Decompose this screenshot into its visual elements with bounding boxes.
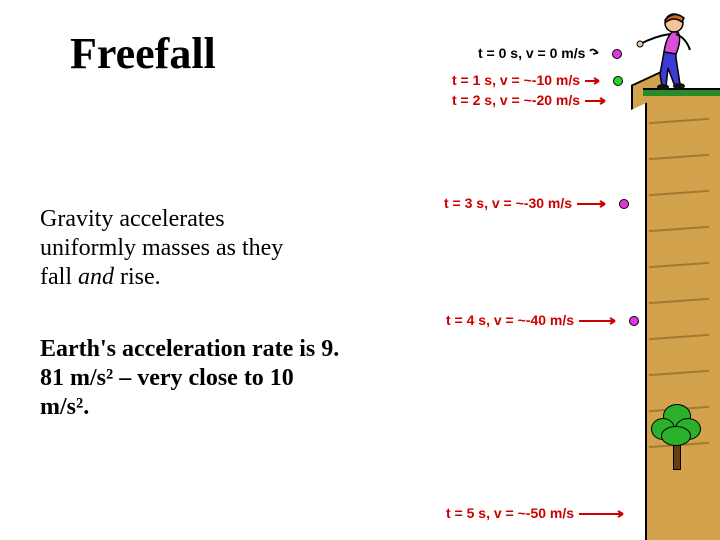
velocity-label-t3: t = 3 s, v = ~-30 m/s: [444, 195, 629, 211]
arrow-icon: [583, 94, 613, 108]
tree-icon: [649, 400, 704, 470]
arrow-icon: [577, 507, 631, 521]
arrow-icon: [588, 47, 606, 61]
velocity-text: t = 5 s, v = ~-50 m/s: [446, 505, 574, 521]
page-title: Freefall: [70, 28, 216, 79]
text: rise.: [114, 264, 161, 290]
text-italic: and: [78, 264, 114, 290]
ball-icon: [613, 76, 623, 86]
velocity-label-t1: t = 1 s, v = ~-10 m/s: [452, 72, 623, 88]
paragraph-acceleration: Earth's acceleration rate is 9. 81 m/s² …: [40, 335, 340, 421]
velocity-label-t5: t = 5 s, v = ~-50 m/s: [446, 505, 631, 521]
velocity-label-t2: t = 2 s, v = ~-20 m/s: [452, 92, 613, 108]
arrow-icon: [575, 197, 613, 211]
velocity-text: t = 3 s, v = ~-30 m/s: [444, 195, 572, 211]
arrow-icon: [583, 74, 607, 88]
velocity-text: t = 1 s, v = ~-10 m/s: [452, 72, 580, 88]
ball-icon: [629, 316, 639, 326]
arrow-icon: [577, 314, 623, 328]
paragraph-gravity: Gravity accelerates uniformly masses as …: [40, 205, 320, 291]
velocity-text: t = 4 s, v = ~-40 m/s: [446, 312, 574, 328]
ball-icon: [619, 199, 629, 209]
velocity-label-t0: t = 0 s, v = 0 m/s: [478, 45, 622, 61]
velocity-text: t = 0 s, v = 0 m/s: [478, 45, 585, 61]
ball-icon: [612, 49, 622, 59]
freefall-diagram: t = 0 s, v = 0 m/s t = 1 s, v = ~-10 m/s t…: [360, 0, 720, 540]
text: Gravity accelerates uniformly masses as …: [40, 206, 283, 290]
velocity-label-t4: t = 4 s, v = ~-40 m/s: [446, 312, 639, 328]
person-icon: [632, 8, 702, 90]
velocity-text: t = 2 s, v = ~-20 m/s: [452, 92, 580, 108]
